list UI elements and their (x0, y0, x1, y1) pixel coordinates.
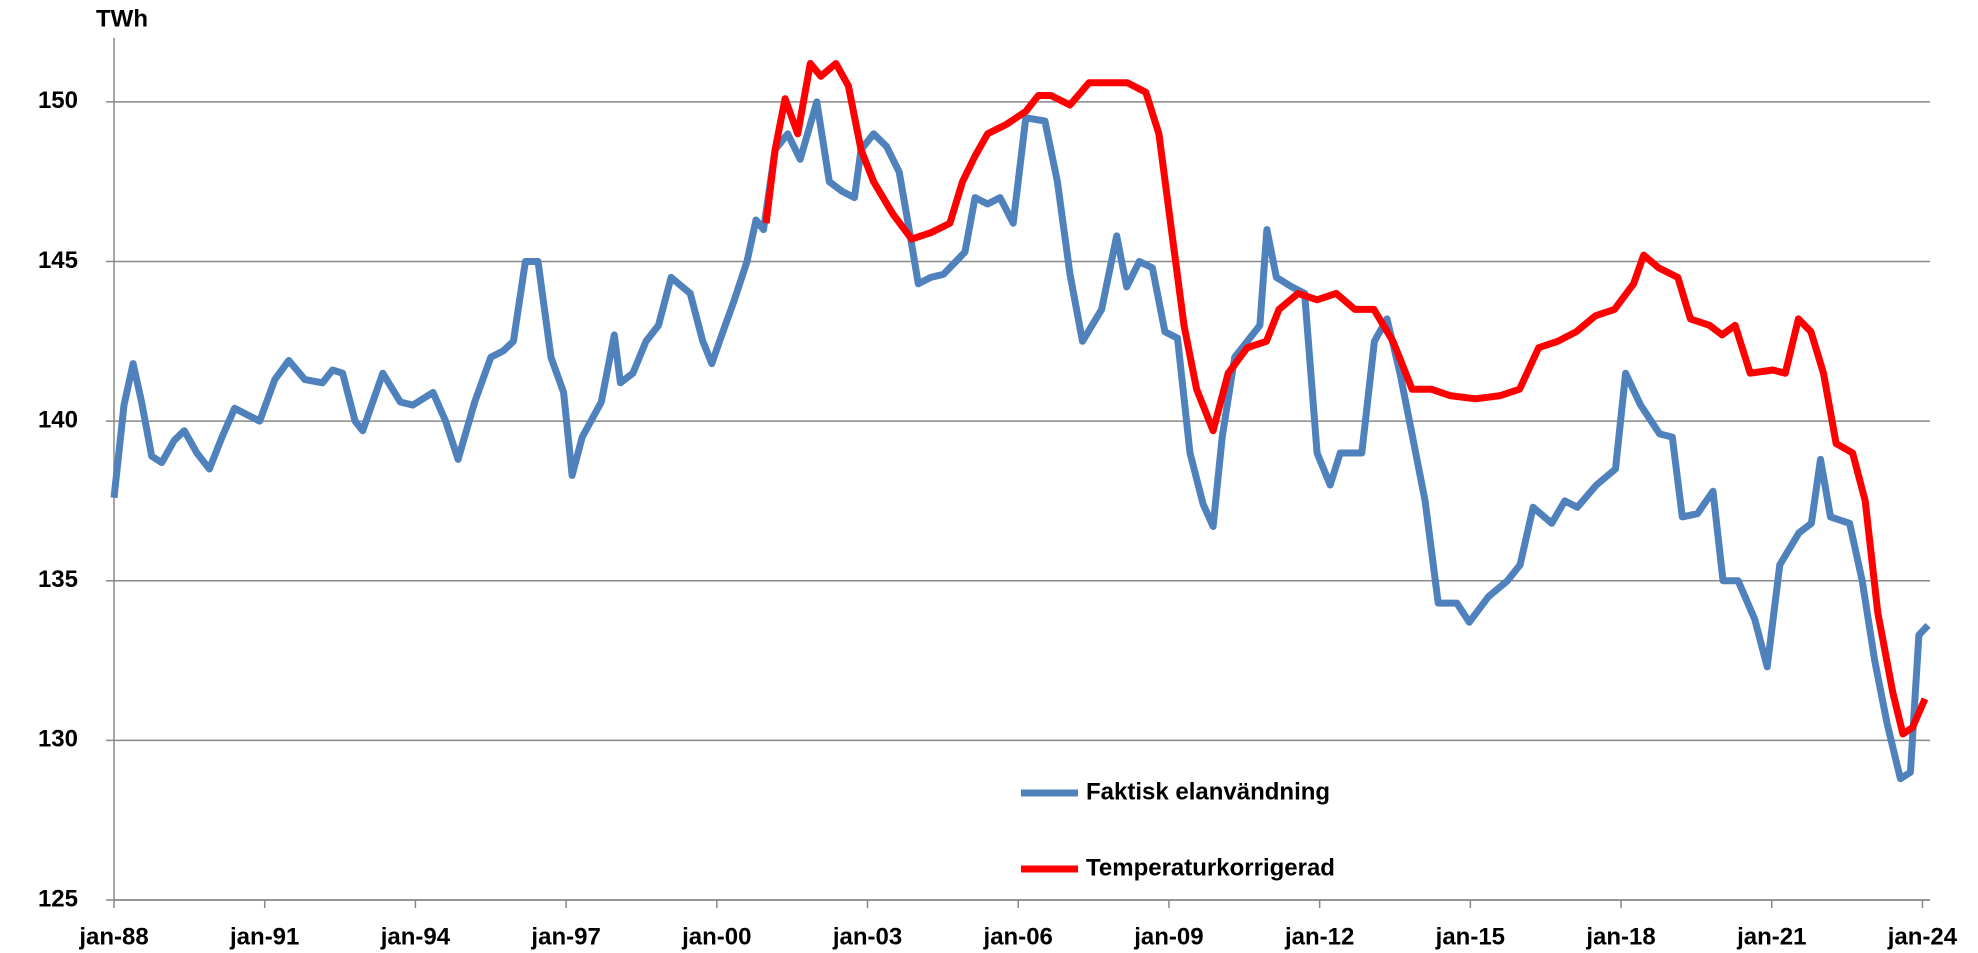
x-tick-label: jan-18 (1585, 923, 1655, 950)
y-tick-label: 130 (38, 726, 78, 753)
legend-label: Temperaturkorrigerad (1086, 854, 1335, 881)
x-tick-label: jan-15 (1435, 923, 1505, 950)
y-tick-label: 150 (38, 87, 78, 114)
series-line (110, 98, 1931, 783)
x-tick-label: jan-00 (681, 923, 751, 950)
y-axis-label: TWh (96, 5, 148, 32)
y-tick-label: 135 (38, 566, 78, 593)
x-tick-label: jan-21 (1736, 923, 1806, 950)
y-tick-label: 125 (38, 885, 78, 912)
x-tick-label: jan-09 (1133, 923, 1203, 950)
x-tick-label: jan-03 (832, 923, 902, 950)
x-tick-label: jan-97 (530, 923, 600, 950)
x-tick-label: jan-12 (1284, 923, 1354, 950)
y-tick-label: 145 (38, 247, 78, 274)
x-tick-label: jan-88 (78, 923, 148, 950)
x-tick-label: jan-91 (229, 923, 299, 950)
x-tick-label: jan-94 (380, 923, 451, 950)
x-tick-label: jan-24 (1887, 923, 1958, 950)
legend-label: Faktisk elanvändning (1086, 778, 1330, 805)
y-tick-label: 140 (38, 406, 78, 433)
series-line (762, 60, 1929, 738)
x-tick-label: jan-06 (983, 923, 1053, 950)
